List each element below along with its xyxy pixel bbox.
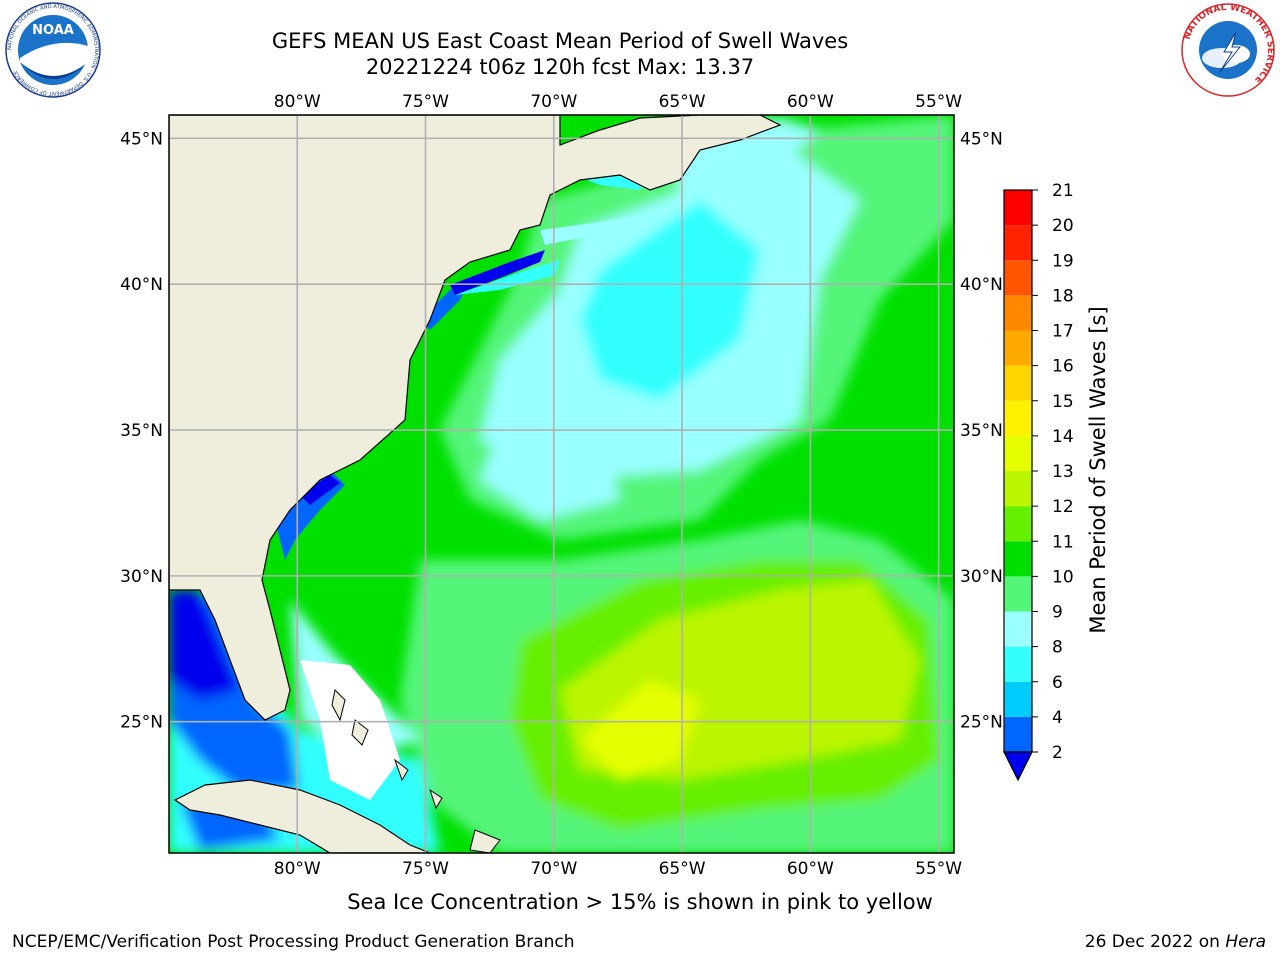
colorbar-segment bbox=[1004, 400, 1032, 436]
lat-label-left: 30°N bbox=[120, 567, 163, 587]
colorbar-tick-label: 15 bbox=[1052, 392, 1074, 412]
colorbar-segment bbox=[1004, 225, 1032, 261]
colorbar-segment bbox=[1004, 681, 1032, 717]
colorbar-segment bbox=[1004, 506, 1032, 542]
colorbar-segment bbox=[1004, 295, 1032, 331]
colorbar-tick-label: 6 bbox=[1052, 673, 1063, 693]
lat-label-left: 35°N bbox=[120, 421, 163, 441]
colorbar-segment bbox=[1004, 190, 1032, 226]
colorbar-segment bbox=[1004, 330, 1032, 366]
footer-host: Hera bbox=[1225, 932, 1266, 952]
lat-label-left: 25°N bbox=[120, 713, 163, 733]
lon-label-top: 80°W bbox=[274, 92, 321, 112]
colorbar-tick-label: 10 bbox=[1052, 567, 1074, 587]
lat-label-right: 30°N bbox=[960, 567, 1003, 587]
lat-label-right: 35°N bbox=[960, 421, 1003, 441]
colorbar-segment bbox=[1004, 576, 1032, 612]
nws-logo: NATIONAL WEATHER SERVICE bbox=[1181, 3, 1275, 97]
footer-date-text: 26 Dec 2022 on bbox=[1084, 932, 1220, 952]
colorbar-tick-label: 9 bbox=[1052, 603, 1063, 623]
noaa-logo: NATIONAL OCEANIC AND ATMOSPHERIC ADMINIS… bbox=[5, 2, 101, 98]
colorbar-extend-arrow bbox=[1003, 751, 1033, 782]
colorbar-tick-label: 17 bbox=[1052, 322, 1074, 342]
colorbar-tick-label: 12 bbox=[1052, 497, 1074, 517]
colorbar-label: Mean Period of Swell Waves [s] bbox=[1086, 306, 1110, 634]
footer-date: 26 Dec 2022 on Hera bbox=[1085, 932, 1266, 952]
graticule bbox=[169, 115, 954, 853]
lon-label-bottom: 75°W bbox=[402, 859, 449, 879]
lat-label-right: 40°N bbox=[960, 275, 1003, 295]
footer-credit: NCEP/EMC/Verification Post Processing Pr… bbox=[12, 932, 575, 952]
colorbar-segment bbox=[1004, 646, 1032, 682]
noaa-logo-text: NOAA bbox=[32, 23, 74, 38]
colorbar-segment bbox=[1004, 365, 1032, 401]
colorbar-tick-label: 21 bbox=[1052, 181, 1074, 201]
lon-label-bottom: 70°W bbox=[530, 859, 577, 879]
colorbar-segment bbox=[1004, 611, 1032, 647]
map-frame bbox=[168, 114, 955, 854]
colorbar-tick-label: 14 bbox=[1052, 427, 1074, 447]
lon-label-top: 75°W bbox=[402, 92, 449, 112]
lat-label-right: 45°N bbox=[960, 129, 1003, 149]
colorbar-tick-label: 4 bbox=[1052, 708, 1063, 728]
lon-label-top: 60°W bbox=[787, 92, 834, 112]
lat-label-left: 40°N bbox=[120, 275, 163, 295]
colorbar-segment bbox=[1004, 541, 1032, 577]
lon-label-top: 65°W bbox=[659, 92, 706, 112]
lon-label-bottom: 55°W bbox=[915, 859, 962, 879]
colorbar-tick-label: 19 bbox=[1052, 251, 1074, 271]
colorbar-tick-label: 18 bbox=[1052, 286, 1074, 306]
colorbar-tick-label: 11 bbox=[1052, 532, 1074, 552]
chart-subtitle: 20221224 t06z 120h fcst Max: 13.37 bbox=[365, 55, 755, 79]
lon-label-bottom: 65°W bbox=[659, 859, 706, 879]
colorbar-tick-label: 16 bbox=[1052, 357, 1074, 377]
colorbar-segment bbox=[1004, 716, 1032, 752]
colorbar-segment bbox=[1004, 260, 1032, 296]
lon-label-bottom: 80°W bbox=[274, 859, 321, 879]
sea-ice-note: Sea Ice Concentration > 15% is shown in … bbox=[347, 890, 933, 914]
colorbar-tick-label: 13 bbox=[1052, 462, 1074, 482]
lat-label-left: 45°N bbox=[120, 129, 163, 149]
colorbar-segment bbox=[1004, 435, 1032, 471]
colorbar-tick-label: 8 bbox=[1052, 638, 1063, 658]
colorbar-tick-label: 2 bbox=[1052, 743, 1063, 763]
colorbar-segment bbox=[1004, 471, 1032, 507]
lon-label-bottom: 60°W bbox=[787, 859, 834, 879]
lon-label-top: 55°W bbox=[915, 92, 962, 112]
map-tick-labels: 80°W 80°W 75°W 75°W 70°W 70°W 65°W 65°W 60°W 60°W… bbox=[120, 92, 1003, 879]
colorbar-tick-label: 20 bbox=[1052, 216, 1074, 236]
lon-label-top: 70°W bbox=[530, 92, 577, 112]
chart-title: GEFS MEAN US East Coast Mean Period of S… bbox=[271, 29, 849, 53]
lat-label-right: 25°N bbox=[960, 713, 1003, 733]
